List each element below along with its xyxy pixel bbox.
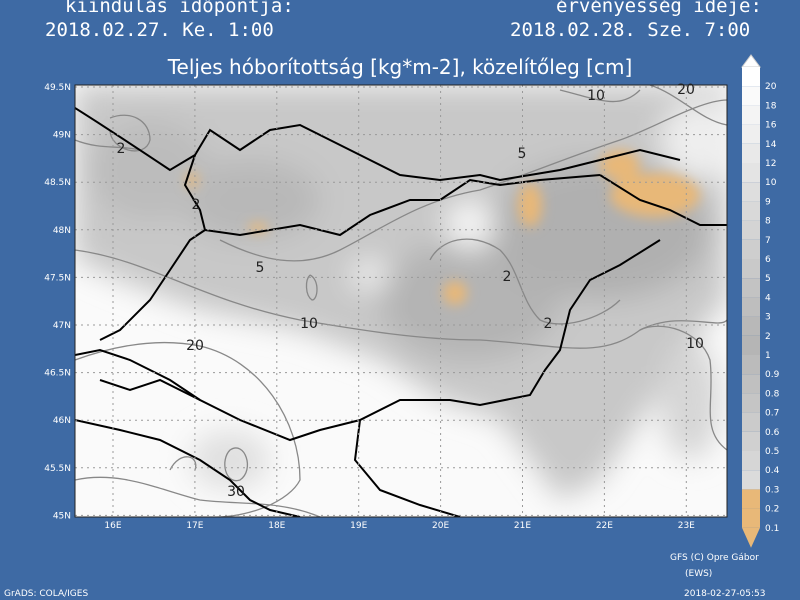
colorbar-swatch [742, 278, 760, 298]
colorbar-label: 0.5 [765, 447, 779, 457]
colorbar-arrow [741, 54, 761, 68]
lat-label: 46.5N [44, 369, 71, 379]
colorbar-swatch [742, 355, 760, 375]
lat-label: 45N [53, 511, 71, 521]
colorbar-swatch [742, 508, 760, 528]
run-time: 2018.02.27. Ke. 1:00 [45, 19, 274, 41]
contour-label: 10 [587, 88, 605, 104]
lat-label: 49.5N [44, 83, 71, 93]
colorbar-label: 0.2 [765, 505, 779, 515]
lat-label: 47N [53, 321, 71, 331]
colorbar-swatch [742, 259, 760, 279]
contour-label: 2 [503, 269, 512, 285]
lon-label: 22E [596, 521, 613, 531]
colorbar-label: 0.4 [765, 466, 780, 476]
valid-time: 2018.02.28. Sze. 7:00 [510, 19, 750, 41]
contour-label: 2 [117, 141, 126, 157]
contour-label: 20 [186, 338, 204, 354]
colorbar-swatch [742, 489, 760, 509]
colorbar-label: 12 [765, 159, 776, 169]
lat-label: 48N [53, 226, 71, 236]
map-title: Teljes hóborítottság [kg*m-2], közelítől… [167, 55, 633, 79]
lat-label: 47.5N [44, 273, 71, 283]
map-frame [74, 84, 728, 518]
colorbar-swatch [742, 316, 760, 336]
colorbar-swatch [742, 393, 760, 413]
colorbar-swatch [742, 335, 760, 355]
colorbar-label: 8 [765, 217, 771, 227]
colorbar-swatch [742, 412, 760, 432]
colorbar-label: 7 [765, 236, 771, 246]
colorbar-arrow [742, 527, 760, 548]
lon-label: 16E [104, 521, 121, 531]
run-label: kiindulás időpontja: [65, 0, 294, 17]
contour-label: 5 [518, 146, 527, 162]
colorbar-label: 1 [765, 351, 771, 361]
lat-label: 48.5N [44, 178, 71, 188]
contour-label: 2 [544, 316, 553, 332]
colorbar-swatch [742, 143, 760, 163]
colorbar-label: 0.7 [765, 409, 779, 419]
colorbar-swatch [742, 431, 760, 451]
colorbar-swatch [742, 451, 760, 471]
lon-label: 23E [678, 521, 695, 531]
colorbar-swatch [742, 201, 760, 221]
credit-sub: (EWS) [685, 569, 712, 579]
contour-label: 5 [256, 260, 265, 276]
colorbar-label: 18 [765, 101, 777, 111]
colorbar-label: 9 [765, 197, 771, 207]
contour-label: 10 [300, 316, 318, 332]
contour-label: 20 [677, 82, 695, 98]
timestamp: 2018-02-27-05:53 [684, 589, 766, 599]
colorbar-label: 4 [765, 293, 771, 303]
colorbar-label: 20 [765, 82, 777, 92]
contour-label: 2 [192, 197, 201, 213]
map-area [75, 85, 727, 517]
lon-label: 20E [432, 521, 449, 531]
colorbar-label: 5 [765, 274, 771, 284]
colorbar-swatch [742, 67, 760, 87]
colorbar-label: 16 [765, 121, 777, 131]
colorbar-swatch [742, 374, 760, 394]
software: GrADS: COLA/IGES [4, 589, 88, 599]
contour-label: 10 [686, 336, 704, 352]
colorbar-label: 14 [765, 140, 777, 150]
lat-label: 45.5N [44, 464, 71, 474]
lon-label: 19E [350, 521, 367, 531]
colorbar-swatch [742, 105, 760, 125]
colorbar-swatch [742, 470, 760, 490]
credit: GFS (C) Opre Gábor [670, 553, 759, 563]
colorbar-label: 0.3 [765, 485, 779, 495]
colorbar-swatch [742, 182, 760, 202]
colorbar-swatch [742, 239, 760, 259]
colorbar-label: 0.6 [765, 428, 780, 438]
colorbar-swatch [742, 220, 760, 240]
colorbar-swatch [742, 163, 760, 183]
colorbar-label: 0.9 [765, 370, 780, 380]
colorbar-label: 3 [765, 313, 771, 323]
lat-label: 49N [53, 131, 71, 141]
colorbar-swatch [742, 86, 760, 106]
lon-label: 17E [186, 521, 203, 531]
lat-label: 46N [53, 416, 71, 426]
colorbar-label: 6 [765, 255, 771, 265]
valid-label: érvényesség ideje: [556, 0, 762, 17]
colorbar-label: 0.1 [765, 524, 779, 534]
lon-label: 21E [514, 521, 531, 531]
colorbar-swatch [742, 124, 760, 144]
lon-label: 18E [268, 521, 285, 531]
colorbar-swatch [742, 297, 760, 317]
colorbar-label: 2 [765, 332, 771, 342]
contour-label: 30 [227, 484, 245, 500]
colorbar-label: 10 [765, 178, 777, 188]
colorbar-label: 0.8 [765, 389, 780, 399]
